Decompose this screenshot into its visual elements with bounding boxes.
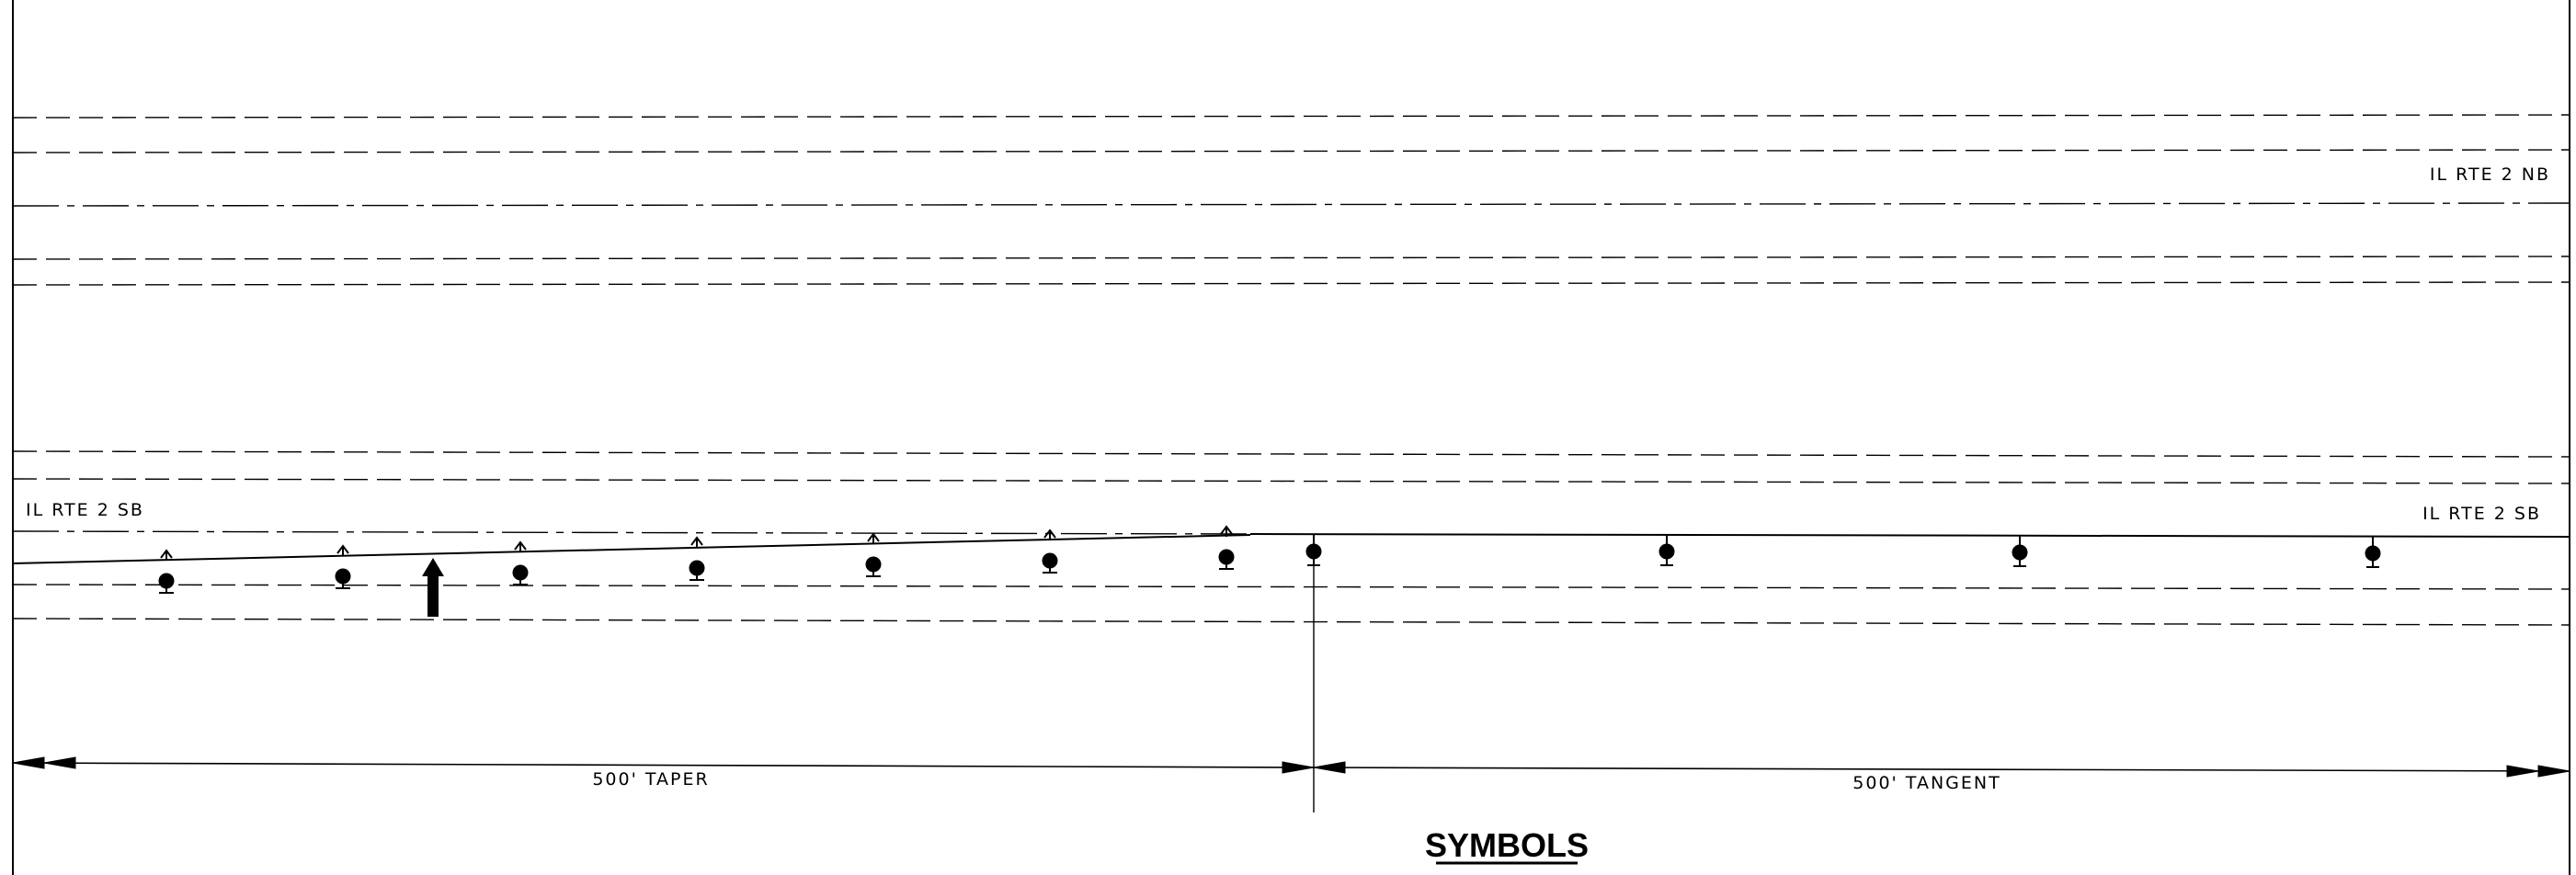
tangent-closure-line [1249,533,2570,538]
taper-arrowhead-left [12,756,45,769]
taper-device-1 [158,549,175,594]
taper-devices [158,525,1235,594]
taper-device-6 [1042,528,1058,574]
taper-device-3 [512,540,529,585]
taper-arrowhead-right [1282,761,1315,774]
sb-roadway-lines [12,450,2570,626]
taper-line [12,534,1251,564]
taper-device-2 [335,544,351,589]
sb-road-label-right: IL RTE 2 SB [2422,504,2541,524]
sb-road-label-left: IL RTE 2 SB [26,500,144,520]
nb-centerline [12,202,2570,207]
taper-device-7 [1218,525,1235,570]
tangent-devices [1305,534,2381,568]
taper-dimension: 500' TAPER [12,756,1315,790]
tangent-arrowhead-left [1313,761,1346,774]
taper-arrowhead-left-2 [43,756,76,769]
sb-centerline [12,530,1251,535]
tangent-device-4 [2365,536,2381,568]
traffic-direction-arrow-icon [422,558,444,617]
sb-lane-line-3 [12,584,2570,590]
nb-road-label: IL RTE 2 NB [2430,165,2550,185]
tangent-device-2 [1658,534,1675,566]
tangent-dimension-label: 500' TANGENT [1852,773,2000,793]
nb-roadway-lines [12,114,2570,286]
sb-lane-line-2 [12,478,2570,484]
taper-device-5 [865,532,882,577]
taper-device-4 [689,536,705,581]
tangent-dimension-line [1313,767,2570,772]
tangent-dimension: 500' TANGENT [1313,761,2570,793]
sb-lane-line-4 [12,618,2570,626]
nb-lane-line-2 [12,149,2570,153]
nb-lane-line-4 [12,281,2570,286]
taper-dimension-line [12,762,1315,768]
tangent-arrowhead-right-2 [2506,765,2539,778]
nb-lane-line-3 [12,256,2570,260]
taper-dimension-label: 500' TAPER [592,769,709,790]
tangent-device-3 [2012,535,2028,567]
sb-lane-line-1 [12,450,2570,458]
symbols-title: SYMBOLS [1425,826,1589,864]
tangent-arrowhead-right [2537,765,2570,778]
nb-lane-line-1 [12,114,2570,119]
